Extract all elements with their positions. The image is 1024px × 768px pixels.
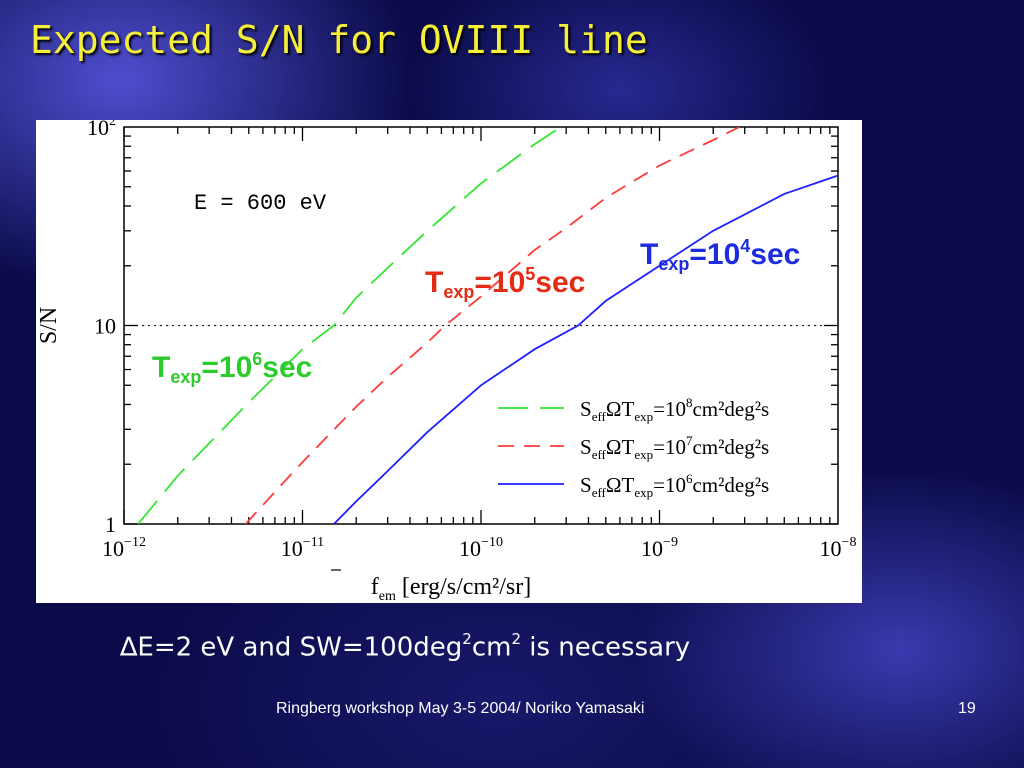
x-tick-label-exp: −12 xyxy=(124,535,146,550)
curve-label-exp: 4 xyxy=(740,236,750,256)
footer-text: Ringberg workshop May 3-5 2004/ Noriko Y… xyxy=(276,700,645,717)
legend-power: 8 xyxy=(686,395,693,410)
legend-label-2: SeffΩTexp=107cm²deg²s xyxy=(580,433,769,462)
note-suffix: is necessary xyxy=(520,632,691,663)
curve-label-sub: exp xyxy=(658,254,689,274)
requirement-note: ∆E=2 eV and SW=100deg2cm2 is necessary xyxy=(120,630,691,663)
legend-exp-sub: exp xyxy=(634,485,653,500)
series-line-1 xyxy=(137,127,562,524)
legend-omega-t: ΩT xyxy=(606,435,635,459)
x-tick-label-base: 10 xyxy=(459,536,481,561)
page-number: 19 xyxy=(958,700,976,717)
x-tick-label: 10−12 xyxy=(102,535,146,561)
curve-label-eq: =10 xyxy=(689,238,740,271)
y-tick-label-base: 10 xyxy=(94,314,116,339)
x-tick-label-exp: −8 xyxy=(842,535,857,550)
x-tick-label: 10−10 xyxy=(459,535,503,561)
curve-label-exp: 5 xyxy=(525,264,535,284)
legend-unit: cm²deg²s xyxy=(692,473,769,497)
legend-unit: cm²deg²s xyxy=(692,397,769,421)
x-tick-label-exp: −11 xyxy=(303,535,324,550)
x-tick-label: 10−11 xyxy=(281,535,324,561)
curve-label-unit: sec xyxy=(262,351,312,384)
y-axis-label: S/N xyxy=(36,307,62,344)
curve-label-sub: exp xyxy=(443,282,474,302)
energy-annotation: E = 600 eV xyxy=(194,191,327,216)
legend-eq: =10 xyxy=(653,397,686,421)
legend-exp-sub: exp xyxy=(634,409,653,424)
x-tick-label-exp: −10 xyxy=(481,535,503,550)
legend-omega-t: ΩT xyxy=(606,397,635,421)
legend-label-1: SeffΩTexp=108cm²deg²s xyxy=(580,395,769,424)
legend-s: S xyxy=(580,435,592,459)
legend-eq: =10 xyxy=(653,435,686,459)
chart-figure: 10−12 10−11 10−10 10−9 10−8 1 10 102 fem [erg/s/… xyxy=(36,120,862,603)
curve-label-t: T xyxy=(425,266,443,299)
curve-label-2: Texp=105sec xyxy=(425,264,585,302)
curve-label-t: T xyxy=(640,238,658,271)
note-sup-1: 2 xyxy=(462,630,472,648)
legend-eff: eff xyxy=(592,485,607,500)
legend-power: 7 xyxy=(686,433,693,448)
legend-s: S xyxy=(580,473,592,497)
curve-label-unit: sec xyxy=(750,238,800,271)
y-tick-label-base: 1 xyxy=(105,512,116,537)
curve-label-3: Texp=104sec xyxy=(640,236,800,274)
curve-label-sub: exp xyxy=(170,367,201,387)
y-tick-label: 1 xyxy=(105,512,116,537)
note-mid: cm xyxy=(471,632,512,663)
x-axis-label-sub: em xyxy=(379,589,396,603)
note-prefix: ∆E=2 eV and SW=100deg xyxy=(120,632,463,663)
x-axis-label-main: f xyxy=(371,574,379,600)
legend-exp-sub: exp xyxy=(634,447,653,462)
legend-power: 6 xyxy=(686,471,693,486)
x-tick-label-base: 10 xyxy=(820,536,842,561)
legend-s: S xyxy=(580,397,592,421)
y-tick-label: 10 xyxy=(94,314,116,339)
legend-unit: cm²deg²s xyxy=(692,435,769,459)
y-tick-label-base: 10 xyxy=(87,120,109,140)
series-line-3 xyxy=(333,174,838,524)
x-tick-label: 10−8 xyxy=(820,535,857,561)
curves-group xyxy=(137,127,838,524)
legend-omega-t: ΩT xyxy=(606,473,635,497)
x-axis-label: fem [erg/s/cm²/sr] xyxy=(371,574,532,603)
x-tick-label-exp: −9 xyxy=(663,535,678,550)
legend-eq: =10 xyxy=(653,473,686,497)
curve-label-exp: 6 xyxy=(252,349,262,369)
curve-label-eq: =10 xyxy=(474,266,525,299)
curve-label-unit: sec xyxy=(535,266,585,299)
note-sup-2: 2 xyxy=(511,630,521,648)
x-tick-label-base: 10 xyxy=(281,536,303,561)
x-tick-label: 10−9 xyxy=(641,535,678,561)
x-axis-label-unit: [erg/s/cm²/sr] xyxy=(396,574,531,600)
curve-label-1: Texp=106sec xyxy=(152,349,312,387)
legend-eff: eff xyxy=(592,447,607,462)
legend-eff: eff xyxy=(592,409,607,424)
slide-title: Expected S/N for OVIII line xyxy=(30,18,648,62)
y-tick-label-exp: 2 xyxy=(109,120,116,129)
curve-label-t: T xyxy=(152,351,170,384)
y-tick-label: 102 xyxy=(87,120,116,140)
x-tick-label-base: 10 xyxy=(641,536,663,561)
curve-label-eq: =10 xyxy=(201,351,252,384)
legend-label-3: SeffΩTexp=106cm²deg²s xyxy=(580,471,769,500)
x-tick-label-base: 10 xyxy=(102,536,124,561)
